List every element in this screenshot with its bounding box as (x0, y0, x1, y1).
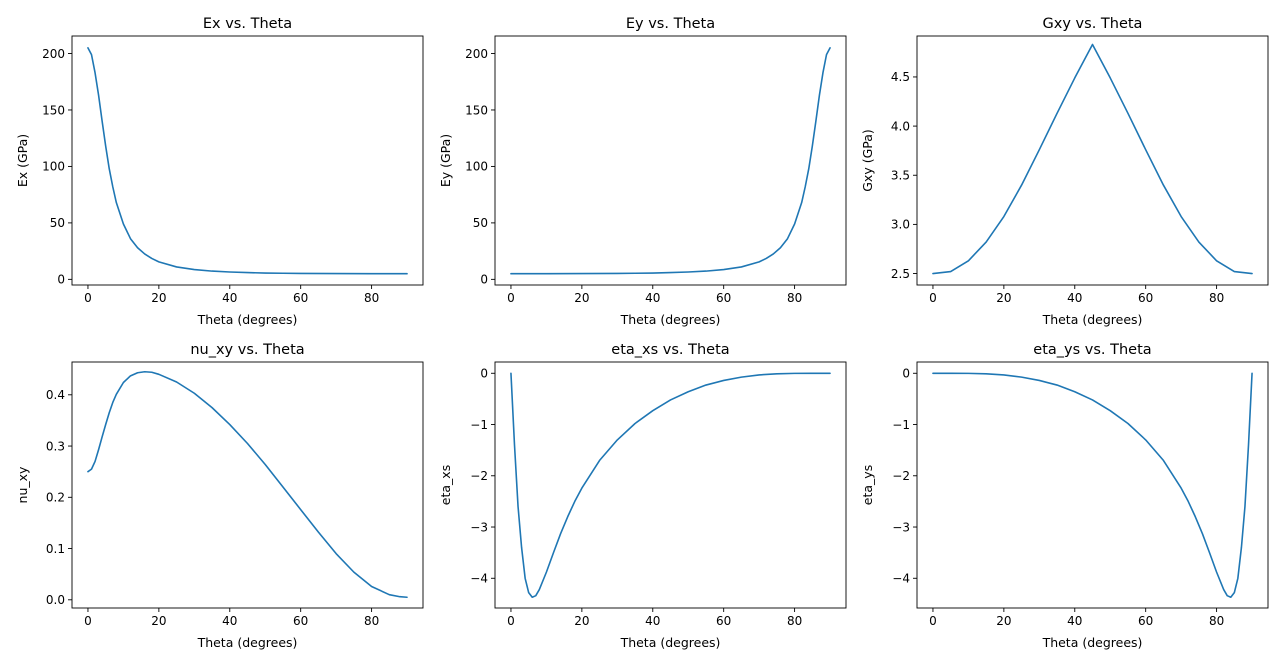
x-axis-label: Theta (degrees) (620, 312, 721, 327)
x-tick-label: 40 (645, 614, 660, 628)
y-tick-label: −2 (892, 469, 910, 483)
x-tick-label: 80 (1209, 291, 1224, 305)
y-axis-label: Ey (GPa) (438, 134, 453, 187)
x-tick-label: 0 (84, 614, 92, 628)
x-tick-label: 80 (787, 291, 802, 305)
series-line-1 (510, 47, 831, 275)
y-tick-label: 4.0 (891, 119, 910, 133)
x-axis-label: Theta (degrees) (1042, 312, 1143, 327)
y-tick-label: −1 (470, 418, 488, 432)
subplot-6: 0 20 40 60 80 0 −1 −2 −3 −4 eta_ys vs. Theta Theta … (860, 342, 1269, 650)
y-tick-label: 3.0 (891, 218, 910, 232)
x-tick-label: 20 (151, 291, 166, 305)
y-tick-label: 50 (473, 216, 488, 230)
axes-frame (71, 361, 424, 609)
y-tick-label: 200 (465, 47, 488, 61)
y-tick-label: 4.5 (891, 70, 910, 84)
x-tick-label: 60 (716, 291, 731, 305)
x-tick-label: 80 (364, 291, 379, 305)
x-tick-label: 0 (507, 614, 515, 628)
y-tick-label: 0 (480, 367, 488, 381)
series-line-1 (87, 47, 408, 275)
x-tick-label: 0 (84, 291, 92, 305)
series-line-1 (510, 372, 831, 599)
y-tick-label: 0.3 (46, 439, 65, 453)
series-line-1 (87, 370, 408, 599)
y-axis-label: Ex (GPa) (15, 134, 30, 187)
x-axis-label: Theta (degrees) (197, 635, 298, 650)
x-tick-label: 20 (574, 291, 589, 305)
y-tick-label: −3 (470, 520, 488, 534)
y-tick-label: −3 (892, 520, 910, 534)
y-axis-label: nu_xy (15, 466, 30, 503)
x-tick-label: 0 (929, 291, 937, 305)
axes-frame (71, 35, 424, 286)
series-line-1 (932, 43, 1253, 275)
y-axis-label: Gxy (GPa) (860, 129, 875, 192)
x-axis-label: Theta (degrees) (197, 312, 298, 327)
y-tick-label: −1 (892, 418, 910, 432)
x-tick-label: 60 (293, 291, 308, 305)
y-tick-label: 200 (42, 47, 65, 61)
axes-frame (916, 35, 1269, 286)
subplot-4: 0 20 40 60 80 0.0 0.1 0.2 0.3 0.4 nu_xy vs. Theta T… (15, 342, 424, 650)
subplot-1: 0 20 40 60 80 0 50 100 150 200 Ex vs. Theta Theta (… (15, 16, 424, 327)
axes-frame (494, 361, 847, 609)
x-tick-label: 60 (1138, 291, 1153, 305)
x-tick-label: 60 (716, 614, 731, 628)
axes-frame (494, 35, 847, 286)
x-tick-label: 0 (507, 291, 515, 305)
chart-title: eta_xs vs. Theta (611, 342, 729, 358)
y-axis-label: eta_ys (860, 465, 875, 505)
subplot-3: 0 20 40 60 80 2.5 3.0 3.5 4.0 4.5 Gxy vs. Theta The… (860, 16, 1269, 327)
chart-title: eta_ys vs. Theta (1033, 342, 1151, 358)
x-tick-label: 60 (1138, 614, 1153, 628)
y-tick-label: −2 (470, 469, 488, 483)
x-tick-label: 40 (222, 614, 237, 628)
x-tick-label: 0 (929, 614, 937, 628)
y-tick-label: 100 (465, 160, 488, 174)
x-tick-label: 20 (574, 614, 589, 628)
y-tick-label: −4 (470, 572, 488, 586)
y-tick-label: 0.1 (46, 542, 65, 556)
y-tick-label: 0 (902, 367, 910, 381)
x-tick-label: 40 (645, 291, 660, 305)
y-tick-label: 0.2 (46, 491, 65, 505)
x-axis-label: Theta (degrees) (1042, 635, 1143, 650)
y-tick-label: 150 (42, 103, 65, 117)
x-tick-label: 20 (996, 614, 1011, 628)
y-tick-label: 0 (57, 273, 65, 287)
x-tick-label: 40 (222, 291, 237, 305)
y-tick-label: −4 (892, 572, 910, 586)
x-tick-label: 60 (293, 614, 308, 628)
y-axis-label: eta_xs (438, 465, 453, 505)
x-tick-label: 80 (1209, 614, 1224, 628)
axes-frame (916, 361, 1269, 609)
x-axis-label: Theta (degrees) (620, 635, 721, 650)
series-line-1 (932, 372, 1253, 599)
x-tick-label: 40 (1067, 614, 1082, 628)
x-tick-label: 40 (1067, 291, 1082, 305)
chart-title: nu_xy vs. Theta (190, 342, 304, 358)
subplot-2: 0 20 40 60 80 0 50 100 150 200 Ey vs. Theta Theta (… (438, 16, 847, 327)
y-tick-label: 150 (465, 103, 488, 117)
y-tick-label: 2.5 (891, 267, 910, 281)
chart-title: Ex vs. Theta (203, 16, 292, 32)
x-tick-label: 80 (364, 614, 379, 628)
y-tick-label: 50 (50, 216, 65, 230)
y-tick-label: 0.0 (46, 593, 65, 607)
y-tick-label: 0.4 (46, 388, 65, 402)
x-tick-label: 20 (151, 614, 166, 628)
x-tick-label: 20 (996, 291, 1011, 305)
x-tick-label: 80 (787, 614, 802, 628)
chart-title: Ey vs. Theta (626, 16, 715, 32)
chart-title: Gxy vs. Theta (1043, 16, 1143, 32)
y-tick-label: 100 (42, 160, 65, 174)
y-tick-label: 3.5 (891, 169, 910, 183)
y-tick-label: 0 (480, 273, 488, 287)
subplot-5: 0 20 40 60 80 0 −1 −2 −3 −4 eta_xs vs. Theta Theta … (438, 342, 847, 650)
